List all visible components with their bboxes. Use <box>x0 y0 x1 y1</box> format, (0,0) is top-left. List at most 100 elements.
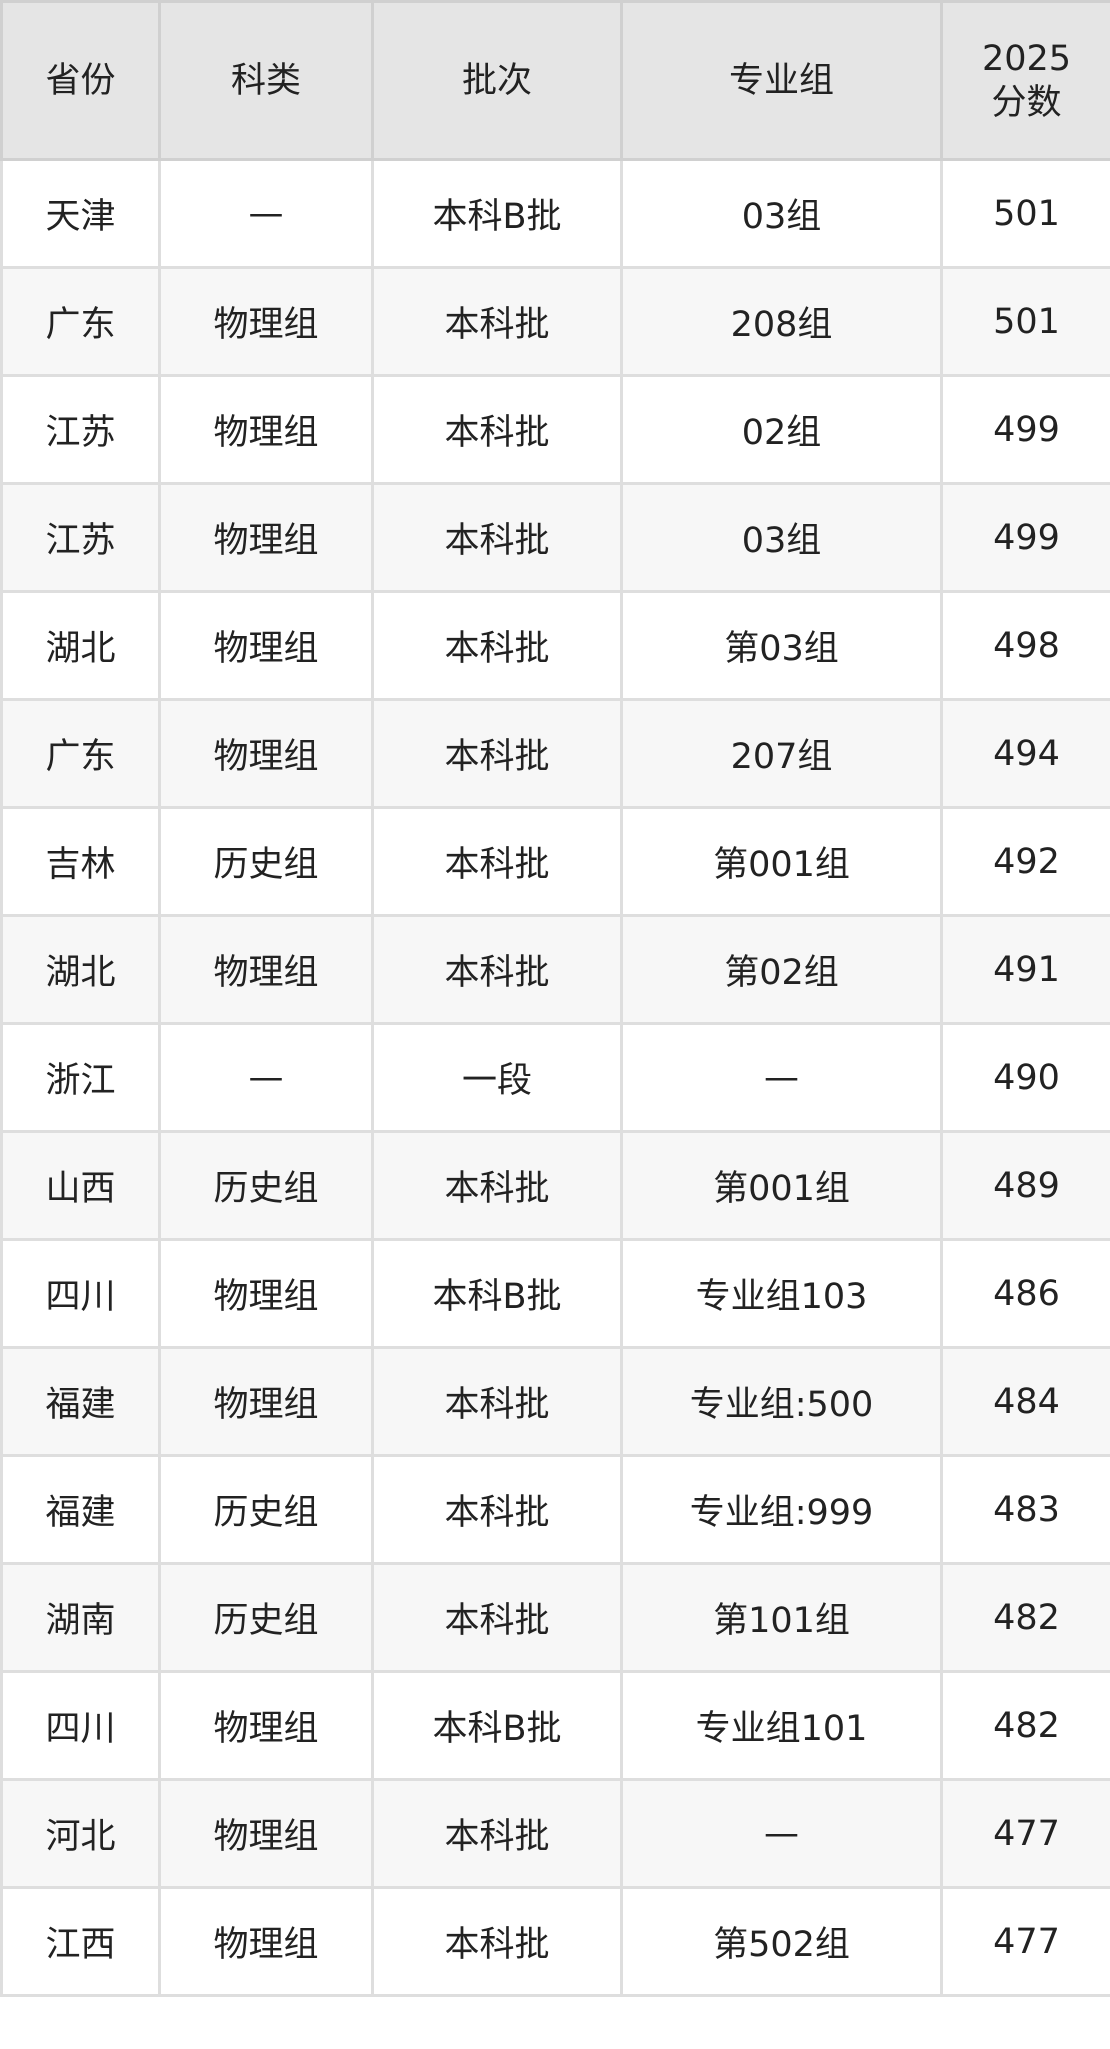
cell-score: 494 <box>940 698 1110 809</box>
table-row: 福建 物理组 本科批 专业组:500 484 <box>0 1346 1110 1457</box>
cell-subject-type: 物理组 <box>158 1778 374 1889</box>
table-row: 江苏 物理组 本科批 03组 499 <box>0 482 1110 593</box>
cell-province: 福建 <box>0 1346 161 1457</box>
cell-score: 492 <box>940 806 1110 917</box>
cell-major-group: 02组 <box>620 374 943 485</box>
cell-score: 482 <box>940 1562 1110 1673</box>
table-row: 河北 物理组 本科批 —477 <box>0 1778 1110 1889</box>
cell-major-group: 第502组 <box>620 1886 943 1997</box>
cell-major-group: 专业组:999 <box>620 1454 943 1565</box>
cell-batch: 本科批 <box>371 590 623 701</box>
cell-province: 江苏 <box>0 482 161 593</box>
cell-batch: 本科B批 <box>371 158 623 269</box>
header-batch: 批次 <box>371 0 623 161</box>
table-row: 浙江 — 一段 —490 <box>0 1022 1110 1133</box>
cell-batch: 本科批 <box>371 914 623 1025</box>
cell-score: 499 <box>940 374 1110 485</box>
cell-batch: 本科批 <box>371 374 623 485</box>
table-row: 四川 物理组 本科B批 专业组103 486 <box>0 1238 1110 1349</box>
cell-major-group: 03组 <box>620 482 943 593</box>
cell-subject-type: 物理组 <box>158 914 374 1025</box>
cell-batch: 本科批 <box>371 1562 623 1673</box>
cell-major-group: 208组 <box>620 266 943 377</box>
cell-batch: 本科批 <box>371 806 623 917</box>
table-row: 四川 物理组 本科B批 专业组101 482 <box>0 1670 1110 1781</box>
cell-subject-type: 历史组 <box>158 1454 374 1565</box>
cell-subject-type: 历史组 <box>158 1562 374 1673</box>
cell-batch: 本科批 <box>371 1778 623 1889</box>
cell-major-group: 第02组 <box>620 914 943 1025</box>
cell-subject-type: 物理组 <box>158 1238 374 1349</box>
cell-batch: 本科批 <box>371 1130 623 1241</box>
table-row: 山西 历史组 本科批 第001组 489 <box>0 1130 1110 1241</box>
cell-subject-type: 物理组 <box>158 1670 374 1781</box>
table-row: 湖南 历史组 本科批 第101组 482 <box>0 1562 1110 1673</box>
cell-province: 湖北 <box>0 914 161 1025</box>
cell-major-group: 专业组101 <box>620 1670 943 1781</box>
cell-province: 山西 <box>0 1130 161 1241</box>
cell-major-group: 第101组 <box>620 1562 943 1673</box>
table-row: 江苏 物理组 本科批 02组 499 <box>0 374 1110 485</box>
cell-batch: 本科批 <box>371 698 623 809</box>
cell-major-group: 专业组103 <box>620 1238 943 1349</box>
cell-subject-type: — <box>158 1022 374 1133</box>
header-score: 2025 分数 <box>940 0 1110 161</box>
cell-subject-type: 物理组 <box>158 1346 374 1457</box>
cell-score: 490 <box>940 1022 1110 1133</box>
table-row: 吉林 历史组 本科批 第001组 492 <box>0 806 1110 917</box>
cell-province: 广东 <box>0 698 161 809</box>
table-row: 福建 历史组 本科批 专业组:999 483 <box>0 1454 1110 1565</box>
cell-score: 484 <box>940 1346 1110 1457</box>
table-row: 广东 物理组 本科批 208组 501 <box>0 266 1110 377</box>
cell-province: 湖南 <box>0 1562 161 1673</box>
cell-province: 四川 <box>0 1670 161 1781</box>
cell-province: 浙江 <box>0 1022 161 1133</box>
header-major-group: 专业组 <box>620 0 943 161</box>
cell-province: 河北 <box>0 1778 161 1889</box>
table-body: 天津 — 本科B批 03组 501 广东 物理组 本科批 208组 501 江苏 物理组 本科批 02组 4… <box>0 158 1110 1997</box>
cell-major-group: — <box>620 1022 943 1133</box>
cell-major-group: — <box>620 1778 943 1889</box>
cell-score: 501 <box>940 266 1110 377</box>
cell-province: 四川 <box>0 1238 161 1349</box>
cell-batch: 本科B批 <box>371 1238 623 1349</box>
cell-score: 498 <box>940 590 1110 701</box>
table-row: 江西 物理组 本科批 第502组 477 <box>0 1886 1110 1997</box>
header-subject-type: 科类 <box>158 0 374 161</box>
cell-score: 482 <box>940 1670 1110 1781</box>
score-table: 省份 科类 批次 专业组 2025 分数 天津 — 本科B批 03组 501 广东 物理组 本科批 20… <box>0 0 1110 1997</box>
cell-subject-type: 物理组 <box>158 590 374 701</box>
cell-subject-type: 物理组 <box>158 482 374 593</box>
cell-province: 广东 <box>0 266 161 377</box>
cell-subject-type: — <box>158 158 374 269</box>
header-province: 省份 <box>0 0 161 161</box>
cell-subject-type: 物理组 <box>158 374 374 485</box>
cell-subject-type: 历史组 <box>158 806 374 917</box>
table-header: 省份 科类 批次 专业组 2025 分数 <box>0 0 1110 161</box>
cell-batch: 本科批 <box>371 1346 623 1457</box>
cell-batch: 本科B批 <box>371 1670 623 1781</box>
cell-subject-type: 物理组 <box>158 1886 374 1997</box>
cell-province: 福建 <box>0 1454 161 1565</box>
cell-subject-type: 历史组 <box>158 1130 374 1241</box>
cell-province: 湖北 <box>0 590 161 701</box>
cell-batch: 本科批 <box>371 1886 623 1997</box>
cell-subject-type: 物理组 <box>158 698 374 809</box>
cell-batch: 本科批 <box>371 266 623 377</box>
cell-score: 501 <box>940 158 1110 269</box>
cell-province: 吉林 <box>0 806 161 917</box>
cell-score: 477 <box>940 1886 1110 1997</box>
cell-province: 江西 <box>0 1886 161 1997</box>
cell-major-group: 03组 <box>620 158 943 269</box>
cell-score: 491 <box>940 914 1110 1025</box>
cell-major-group: 207组 <box>620 698 943 809</box>
cell-score: 499 <box>940 482 1110 593</box>
table-row: 广东 物理组 本科批 207组 494 <box>0 698 1110 809</box>
cell-subject-type: 物理组 <box>158 266 374 377</box>
table-row: 湖北 物理组 本科批 第03组 498 <box>0 590 1110 701</box>
cell-province: 江苏 <box>0 374 161 485</box>
cell-batch: 一段 <box>371 1022 623 1133</box>
cell-major-group: 第03组 <box>620 590 943 701</box>
cell-major-group: 专业组:500 <box>620 1346 943 1457</box>
cell-major-group: 第001组 <box>620 1130 943 1241</box>
